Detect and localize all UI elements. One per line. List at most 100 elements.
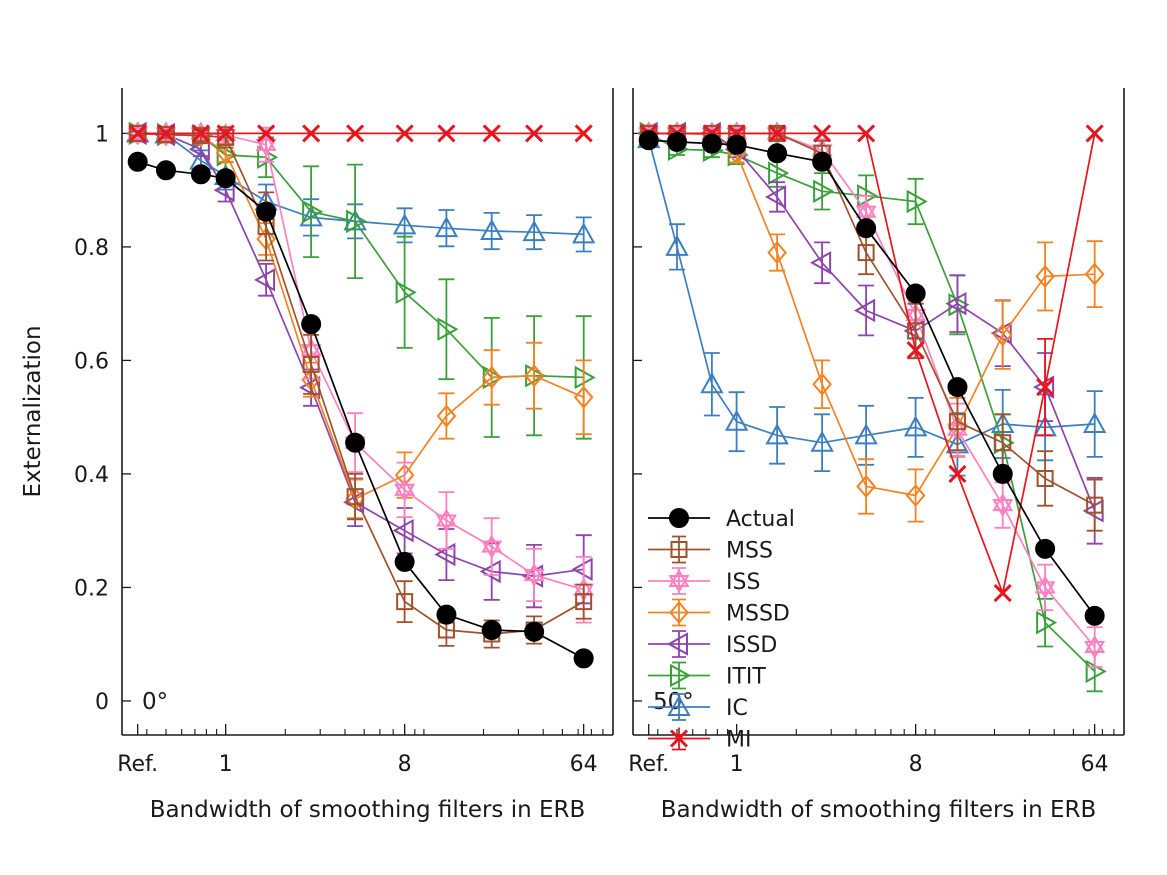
legend-entry-iss[interactable]: ISS — [648, 567, 760, 595]
marker-actual — [1035, 538, 1056, 559]
legend-entry-itit[interactable]: ITIT — [648, 661, 766, 690]
x-tick-label: 1 — [219, 752, 233, 777]
marker-itit — [813, 179, 835, 203]
marker-ic — [571, 222, 596, 244]
series-mi — [128, 124, 593, 143]
marker-iss — [523, 562, 545, 582]
marker-actual — [301, 314, 322, 335]
marker-actual — [190, 164, 211, 185]
series-line — [648, 132, 1096, 597]
marker-mi — [395, 124, 414, 143]
marker-mi — [906, 341, 925, 360]
marker-mi — [257, 124, 276, 143]
error-bar — [769, 233, 786, 272]
marker-actual — [1084, 605, 1105, 626]
legend-entry-actual[interactable]: Actual — [648, 507, 795, 532]
marker-actual — [256, 201, 277, 222]
y-tick-label: 0.6 — [74, 349, 109, 374]
marker-actual — [436, 604, 457, 625]
marker-ic — [810, 430, 834, 452]
marker-issd — [810, 251, 832, 275]
marker-mssd — [573, 385, 594, 409]
marker-iss — [394, 477, 416, 496]
error-bar — [396, 580, 413, 623]
y-tick-label: 0 — [95, 690, 109, 715]
x-tick-label: Ref. — [117, 752, 158, 777]
panel-0deg: 1 0.8 0.6 0.4 0.2 0 Ref. 1 8 64 Bandwidth of smoot… — [74, 88, 614, 823]
marker-ic — [903, 415, 928, 437]
marker-issd — [945, 291, 967, 316]
error-bar — [814, 172, 831, 211]
error-bar — [438, 278, 455, 381]
marker-ic — [392, 213, 417, 235]
marker-mi — [525, 124, 544, 143]
marker-actual — [573, 648, 594, 669]
marker-iss-2 — [1034, 581, 1056, 600]
marker-iss — [1084, 634, 1106, 654]
legend-entry-mss[interactable]: MSS — [648, 535, 773, 564]
marker-mss — [907, 322, 925, 340]
marker-mss — [1086, 496, 1104, 514]
marker-mss — [157, 126, 175, 144]
legend-error-bar — [672, 535, 686, 564]
marker-mi — [156, 124, 176, 143]
marker-itit — [574, 365, 596, 390]
marker-mssd — [1084, 262, 1105, 286]
marker-mss — [1036, 469, 1054, 487]
marker-actual — [524, 621, 545, 642]
series-iss — [638, 121, 1106, 668]
series-line — [647, 138, 1095, 446]
legend-entry-issd[interactable]: ISSD — [648, 630, 777, 658]
legend-entry-mssd[interactable]: MSSD — [648, 598, 790, 627]
error-bar — [907, 177, 924, 226]
marker-iss-2 — [523, 568, 545, 588]
marker-mssd — [436, 404, 457, 428]
legend-label: IC — [726, 696, 748, 721]
marker-ic — [854, 423, 878, 445]
marker-mss — [302, 355, 320, 373]
x-tick-label: 1 — [730, 752, 744, 777]
legend-entry-ic[interactable]: IC — [648, 693, 748, 721]
marker-mi — [302, 124, 321, 143]
marker-issd — [522, 564, 544, 588]
marker-mi — [216, 124, 235, 143]
series-line — [648, 132, 1095, 497]
error-bar — [1037, 241, 1054, 312]
marker-itit — [302, 200, 324, 224]
x-tick-label: 8 — [909, 752, 923, 777]
marker-actual — [127, 151, 148, 172]
marker-iss-2 — [255, 138, 277, 157]
marker-iss — [255, 132, 277, 151]
legend-label: ISSD — [726, 633, 777, 658]
series-issd — [125, 121, 593, 609]
y-tick-label: 0.8 — [74, 236, 109, 261]
error-bar — [769, 181, 786, 213]
legend-label: MSS — [726, 539, 773, 564]
marker-actual — [812, 151, 833, 172]
series-actual — [127, 151, 594, 669]
marker-actual — [767, 143, 788, 164]
marker-actual — [345, 432, 366, 453]
error-bar — [994, 299, 1011, 370]
legend-label: MSSD — [726, 602, 790, 627]
marker-ic — [765, 423, 789, 445]
error-bar — [1086, 390, 1103, 458]
marker-mss — [396, 593, 414, 611]
error-bar — [907, 468, 924, 523]
legend-label: Actual — [726, 507, 795, 532]
marker-ic — [522, 220, 546, 242]
marker-itit — [395, 280, 417, 305]
y-tick-label: 0.4 — [74, 463, 109, 488]
legend-entry-mi[interactable]: MI — [648, 727, 751, 753]
marker-iss — [481, 534, 503, 553]
marker-actual — [726, 134, 747, 155]
marker-ic — [434, 216, 459, 238]
marker-mssd — [767, 241, 787, 265]
series-line — [137, 132, 584, 591]
error-bar — [814, 413, 831, 472]
marker-mi — [948, 464, 967, 483]
marker-mi — [993, 584, 1012, 603]
marker-mss — [948, 413, 966, 431]
marker-mi — [128, 124, 147, 143]
